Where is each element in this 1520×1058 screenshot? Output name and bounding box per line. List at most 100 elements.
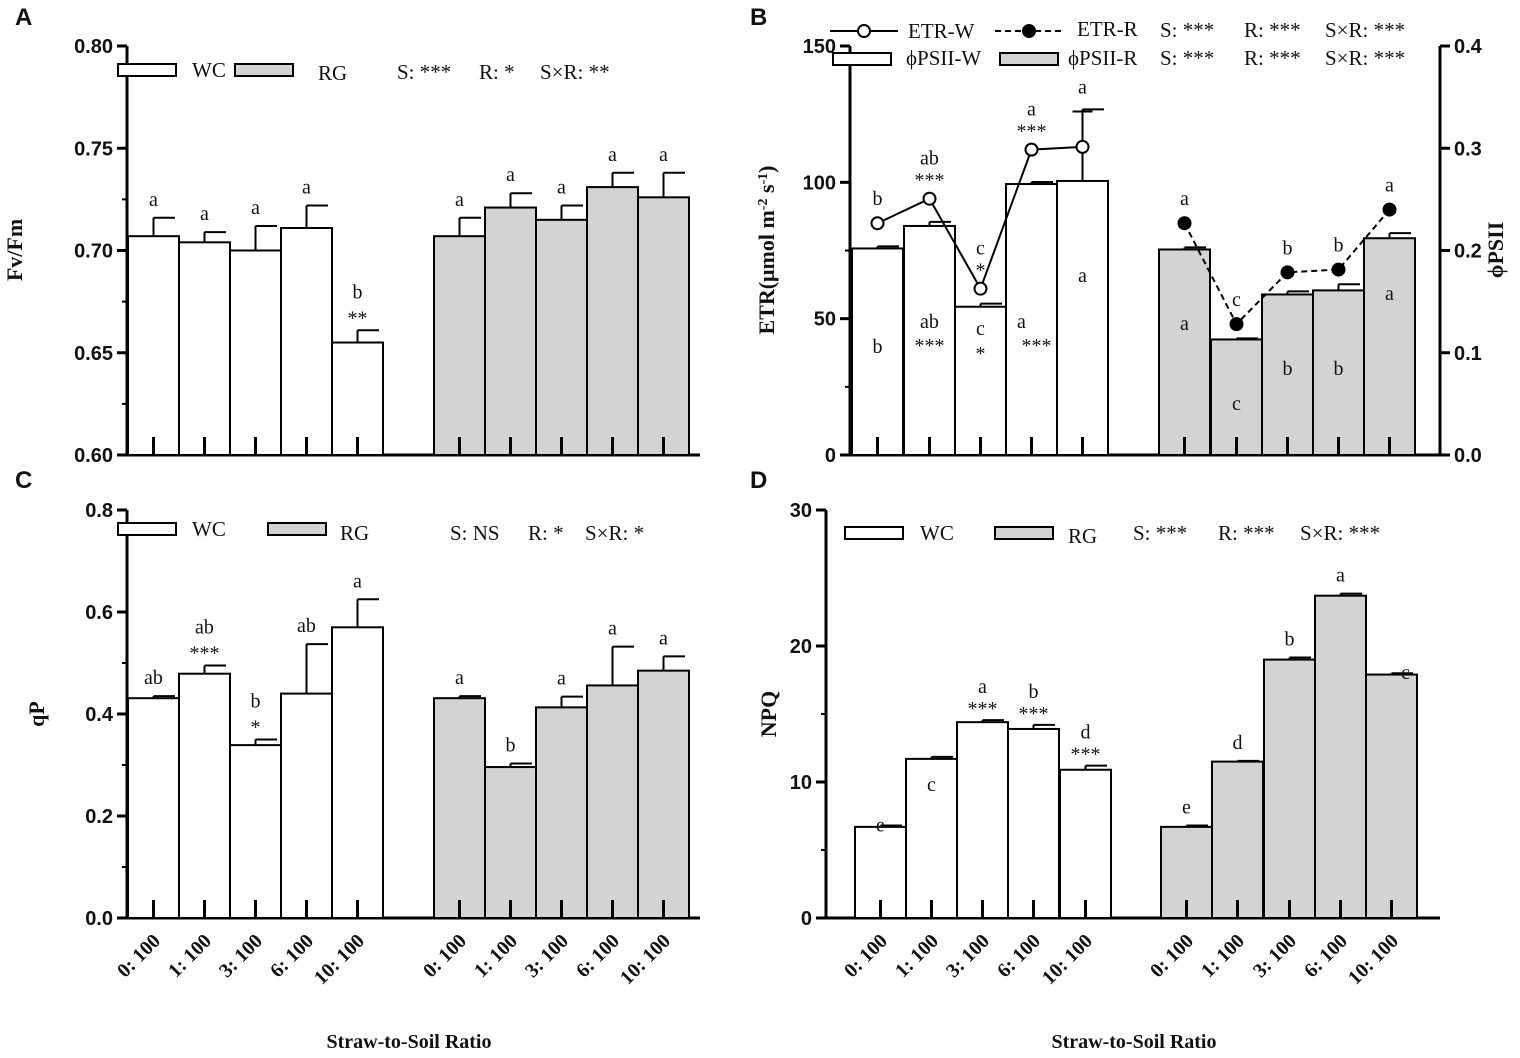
panel-b-point-etr-r	[1177, 216, 1192, 231]
panel-d-sig-letter: a	[1336, 565, 1345, 587]
panel-d-legend-wc: WC	[920, 521, 954, 545]
panel-d-y-tick-label: 0	[801, 908, 812, 930]
panel-b-etr-letter: ab	[920, 148, 939, 170]
panel-d-bar-rg	[1211, 760, 1264, 919]
panel-d-x-tick-label: 0: 100	[840, 930, 892, 982]
panel-a-bar-rg	[637, 196, 690, 457]
panel-c-x-tick-label: 1: 100	[470, 930, 522, 982]
panel-c-sig-letter: a	[659, 627, 668, 649]
panel-b-stat-phipsii-r: R: ***	[1244, 46, 1301, 70]
panel-b-etr-letter: b	[1334, 235, 1344, 257]
panel-d-sig-letter: c	[927, 774, 936, 796]
panel-b-point-etr-w	[1024, 142, 1039, 157]
panel-d-x-tick-label: 1: 100	[891, 930, 943, 982]
panel-a-letter: A	[15, 4, 32, 31]
panel-c-sig-letter: a	[455, 667, 464, 689]
panel-c-stat-s: S: NS	[450, 521, 500, 545]
panel-c-x-tick-label: 10: 100	[310, 930, 369, 989]
panel-b-legend-etr-r: ETR-R	[1077, 17, 1138, 41]
panel-c-bar-wc	[127, 697, 180, 919]
panel-b-stat-etr-s: S: ***	[1160, 18, 1214, 42]
panel-a-legend-wc: WC	[192, 58, 226, 82]
panel-d-sig-stars: ***	[968, 698, 998, 720]
panel-c-bar-rg	[586, 684, 639, 919]
panel-b-bar-ϕpsii-w	[1056, 179, 1109, 456]
panel-c-stat-sxr: S×R: *	[585, 521, 644, 545]
panel-c-letter: C	[15, 467, 32, 494]
panel-b-etr-stars: ***	[915, 170, 945, 192]
panel-b-legend-etr-w: ETR-W	[908, 19, 975, 43]
panel-b-phipsii-stars: ***	[915, 335, 945, 357]
panel-a-sig-letter: b	[353, 281, 363, 303]
panel-b-legend-phipsii-r-swatch	[999, 52, 1059, 66]
panel-b-etr-letter: b	[1283, 237, 1293, 259]
panel-b-y-label-part: s	[754, 184, 779, 199]
panel-b-phipsii-letter: ab	[920, 311, 939, 333]
panel-b-point-etr-w	[1075, 139, 1090, 154]
panel-a-y-label: Fv/Fm	[2, 219, 27, 281]
panel-b-y2-tick-label: 0.0	[1454, 445, 1482, 467]
panel-a-sig-letter: a	[506, 164, 515, 186]
panel-c-bar-rg	[433, 697, 486, 919]
panel-d-bar-wc	[1059, 768, 1112, 920]
panel-b-y-label: ETR(μmol m-2 s-1)	[754, 165, 779, 334]
panel-c-sig-letter: ab	[297, 615, 316, 637]
panel-a-bar-rg	[484, 206, 537, 456]
panel-b-y2-tick-label: 0.4	[1454, 36, 1483, 58]
panel-d-bar-wc	[956, 721, 1009, 919]
panel-c-x-tick-label: 3: 100	[521, 930, 573, 982]
panel-d-sig-letter: b	[1029, 681, 1039, 703]
panel-b-bar-ϕpsii-w	[903, 224, 956, 456]
panel-b-point-etr-r	[1280, 265, 1295, 280]
panel-b-y2-tick-label: 0.1	[1454, 343, 1482, 365]
panel-b-phipsii-letter: c	[1232, 393, 1241, 415]
panel-d-x-tick-label: 10: 100	[1038, 930, 1097, 989]
x-axis-title-left: Straw-to-Soil Ratio	[327, 1031, 492, 1053]
panel-d-y-tick-label: 20	[790, 636, 812, 658]
panel-d-letter: D	[750, 467, 767, 494]
panel-c-bar-rg	[637, 669, 690, 920]
panel-a-stat-sxr: S×R: **	[540, 60, 610, 84]
panel-b-legend-phipsii-r: ϕPSII-R	[1068, 46, 1137, 70]
panel-c-bar-rg	[535, 706, 588, 919]
panel-d-sig-letter: c	[1401, 662, 1410, 684]
panel-b-etr-letter: a	[1027, 99, 1036, 121]
panel-a-legend-wc-swatch	[117, 63, 177, 77]
panel-d-bar-wc	[1007, 727, 1060, 920]
panel-d-bar-rg	[1314, 594, 1367, 919]
panel-b-etr-letter: a	[1078, 76, 1087, 98]
panel-b-phipsii-letter: a	[1078, 265, 1087, 287]
panel-c-legend-wc-swatch	[117, 522, 177, 536]
panel-d-sig-letter: e	[876, 815, 885, 837]
panel-c-bar-wc	[331, 626, 384, 919]
panel-d-sig-stars: ***	[1019, 703, 1049, 725]
panel-b-y-label-part: )	[754, 165, 779, 172]
panel-a-stat-r: R: *	[479, 60, 515, 84]
panel-d-sig-letter: b	[1285, 629, 1295, 651]
panel-d-legend-rg: RG	[1068, 524, 1097, 548]
panel-d-stat-s: S: ***	[1133, 521, 1187, 545]
panel-b-phipsii-letter: b	[1283, 358, 1293, 380]
panel-c-y-tick-label: 0.0	[85, 908, 113, 930]
panel-d-y-tick-label: 30	[790, 500, 812, 522]
panel-c-y-tick-label: 0.8	[85, 500, 113, 522]
panel-b-etr-stars: ***	[1017, 121, 1047, 143]
panel-a-bar-wc	[280, 227, 333, 456]
panel-a-y-tick-label: 0.60	[74, 445, 113, 467]
panel-d-legend-wc-swatch	[844, 526, 904, 540]
panel-d-sig-letter: e	[1182, 797, 1191, 819]
panel-b-phipsii-letter: a	[1385, 283, 1394, 305]
panel-b-bar-ϕpsii-w	[851, 247, 904, 456]
panel-b-phipsii-letter: c	[976, 318, 985, 340]
panel-d-stat-sxr: S×R: ***	[1300, 521, 1380, 545]
panel-a-bar-wc	[178, 241, 231, 456]
panel-b-etr-letter: a	[1385, 175, 1394, 197]
panel-b-y-tick-label: 50	[814, 309, 836, 331]
panel-c-bar-wc	[229, 744, 282, 919]
panel-b-stat-etr-r: R: ***	[1244, 18, 1301, 42]
panel-c-sig-letter: ab	[144, 667, 163, 689]
panel-b-etr-letter: c	[1232, 289, 1241, 311]
panel-c-x-tick-label: 3: 100	[215, 930, 267, 982]
panel-b-legend-etr-r-marker	[1022, 24, 1036, 38]
panel-c-y-label: qP	[24, 701, 49, 727]
